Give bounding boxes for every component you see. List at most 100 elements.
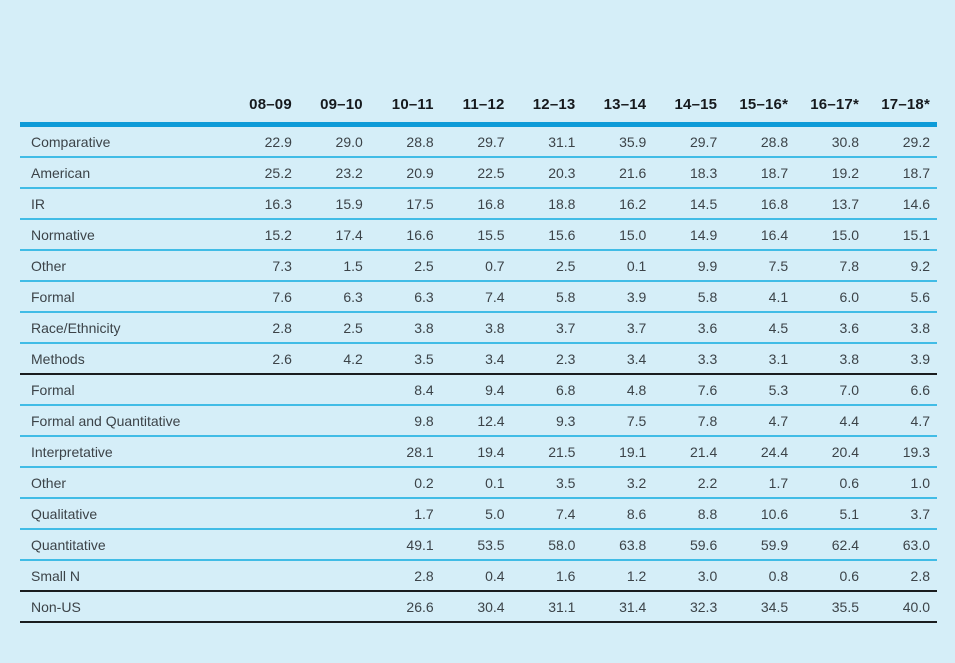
cell-value: 14.6 [866, 188, 937, 220]
cell-value: 1.2 [582, 560, 654, 592]
cell-value: 14.5 [653, 188, 725, 220]
column-header: 09–10 [298, 96, 370, 127]
cell-value: 62.4 [795, 529, 867, 561]
row-label: Formal and Quantitative [20, 405, 228, 437]
cell-value: 7.6 [653, 374, 725, 406]
cell-value: 3.8 [866, 312, 937, 344]
cell-value: 29.2 [866, 124, 937, 158]
cell-value: 0.1 [440, 467, 512, 499]
cell-value: 9.3 [511, 405, 583, 437]
cell-value: 5.0 [440, 498, 512, 530]
cell-value: 0.4 [440, 560, 512, 592]
cell-value: 6.0 [795, 281, 867, 313]
cell-value: 5.3 [724, 374, 796, 406]
cell-value: 2.8 [228, 312, 299, 344]
cell-value: 3.7 [582, 312, 654, 344]
cell-value: 7.6 [228, 281, 299, 313]
cell-value: 3.9 [582, 281, 654, 313]
cell-value: 6.3 [298, 281, 370, 313]
cell-value: 10.6 [724, 498, 796, 530]
cell-value: 34.5 [724, 591, 796, 623]
table-row: Formal 8.4 9.4 6.8 4.8 7.6 5.3 7.0 6.6 [20, 374, 937, 406]
cell-value [228, 405, 299, 437]
table-row: Non-US 26.6 30.4 31.1 31.4 32.3 34.5 35.5 40.0 [20, 591, 937, 623]
row-label: IR [20, 188, 228, 220]
cell-value: 9.4 [440, 374, 512, 406]
cell-value: 0.1 [582, 250, 654, 282]
column-header: 10–11 [369, 96, 441, 127]
cell-value: 16.3 [228, 188, 299, 220]
cell-value: 1.5 [298, 250, 370, 282]
cell-value: 16.8 [440, 188, 512, 220]
cell-value: 17.5 [369, 188, 441, 220]
cell-value: 53.5 [440, 529, 512, 561]
cell-value: 30.8 [795, 124, 867, 158]
cell-value: 16.6 [369, 219, 441, 251]
cell-value: 28.1 [369, 436, 441, 468]
cell-value: 15.0 [795, 219, 867, 251]
cell-value: 13.7 [795, 188, 867, 220]
cell-value: 21.5 [511, 436, 583, 468]
cell-value: 7.5 [582, 405, 654, 437]
cell-value: 29.7 [440, 124, 512, 158]
cell-value: 2.3 [511, 343, 583, 375]
cell-value: 18.8 [511, 188, 583, 220]
cell-value: 15.0 [582, 219, 654, 251]
cell-value: 15.5 [440, 219, 512, 251]
cell-value: 3.6 [795, 312, 867, 344]
row-label: Qualitative [20, 498, 228, 530]
cell-value: 0.2 [369, 467, 441, 499]
cell-value [228, 467, 299, 499]
cell-value: 59.6 [653, 529, 725, 561]
cell-value: 18.7 [866, 157, 937, 189]
table-row: Formal and Quantitative 9.8 12.4 9.3 7.5 7.8 4… [20, 405, 937, 437]
cell-value: 3.7 [511, 312, 583, 344]
cell-value: 19.4 [440, 436, 512, 468]
cell-value: 32.3 [653, 591, 725, 623]
row-label: Other [20, 250, 228, 282]
cell-value: 3.1 [724, 343, 796, 375]
cell-value: 8.4 [369, 374, 441, 406]
cell-value: 7.0 [795, 374, 867, 406]
cell-value: 12.4 [440, 405, 512, 437]
cell-value: 19.1 [582, 436, 654, 468]
table-body: Comparative 22.9 29.0 28.8 29.7 31.1 35.9 29.7 2… [20, 124, 937, 623]
cell-value: 22.5 [440, 157, 512, 189]
cell-value: 0.8 [724, 560, 796, 592]
table-row: Other 0.2 0.1 3.5 3.2 2.2 1.7 0.6 1.0 [20, 467, 937, 499]
cell-value: 4.8 [582, 374, 654, 406]
cell-value: 18.3 [653, 157, 725, 189]
cell-value [228, 374, 299, 406]
row-label: Methods [20, 343, 228, 375]
cell-value: 2.5 [369, 250, 441, 282]
row-label: Normative [20, 219, 228, 251]
cell-value: 29.7 [653, 124, 725, 158]
cell-value: 16.4 [724, 219, 796, 251]
cell-value: 2.5 [298, 312, 370, 344]
cell-value: 31.1 [511, 591, 583, 623]
cell-value: 19.2 [795, 157, 867, 189]
cell-value: 63.8 [582, 529, 654, 561]
cell-value: 21.6 [582, 157, 654, 189]
cell-value: 4.1 [724, 281, 796, 313]
cell-value: 15.1 [866, 219, 937, 251]
cell-value: 58.0 [511, 529, 583, 561]
table-row: American 25.2 23.2 20.9 22.5 20.3 21.6 18.3 18.7… [20, 157, 937, 189]
row-label: Race/Ethnicity [20, 312, 228, 344]
cell-value: 35.9 [582, 124, 654, 158]
cell-value: 3.5 [511, 467, 583, 499]
table-row: Race/Ethnicity 2.8 2.5 3.8 3.8 3.7 3.7 3.6 4.5 3.… [20, 312, 937, 344]
cell-value: 63.0 [866, 529, 937, 561]
cell-value: 3.0 [653, 560, 725, 592]
row-label: Non-US [20, 591, 228, 623]
cell-value: 3.6 [653, 312, 725, 344]
column-header: 13–14 [582, 96, 654, 127]
cell-value: 2.8 [369, 560, 441, 592]
cell-value: 1.6 [511, 560, 583, 592]
cell-value: 7.4 [511, 498, 583, 530]
cell-value: 31.4 [582, 591, 654, 623]
cell-value: 18.7 [724, 157, 796, 189]
cell-value: 4.5 [724, 312, 796, 344]
cell-value: 14.9 [653, 219, 725, 251]
